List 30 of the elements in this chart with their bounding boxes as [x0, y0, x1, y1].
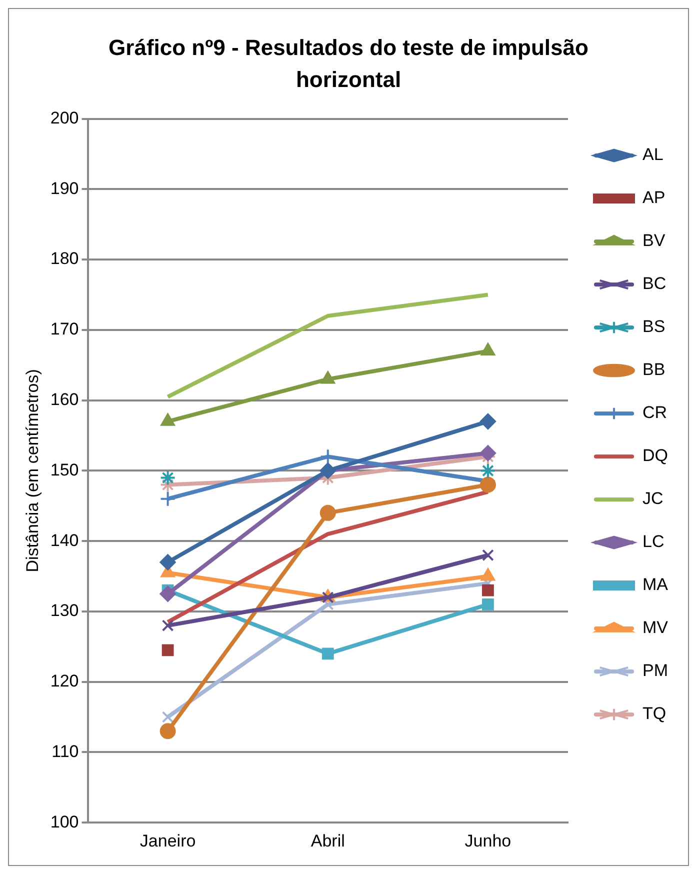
legend-label: MV	[642, 618, 669, 638]
y-tick-label: 100	[50, 812, 79, 832]
legend-label: LC	[642, 532, 664, 552]
y-tick-label: 190	[50, 178, 79, 198]
y-tick-label: 170	[50, 320, 79, 339]
y-tick-label: 150	[50, 460, 79, 480]
legend-label: BC	[642, 274, 666, 294]
x-tick-label: Abril	[310, 831, 345, 850]
legend-label: BS	[642, 317, 666, 336]
x-tick-label: Junho	[464, 831, 512, 850]
y-tick-label: 140	[50, 530, 79, 550]
legend-label: BB	[642, 360, 666, 380]
legend-label: AP	[642, 188, 666, 208]
legend-label: PM	[642, 661, 668, 680]
y-axis-title: Distância (em centímetros)	[22, 369, 42, 572]
x-tick-label: Janeiro	[140, 831, 196, 850]
legend-label: CR	[642, 403, 668, 422]
y-tick-label: 180	[50, 249, 79, 268]
legend-label: DQ	[642, 446, 668, 466]
y-tick-label: 160	[50, 390, 79, 410]
legend-label: JC	[642, 489, 664, 508]
chart-title: Gráfico nº9 - Resultados do teste de impulsão horizontal	[108, 35, 588, 92]
y-tick-label: 120	[50, 672, 79, 691]
legend-label: AL	[642, 145, 664, 164]
legend-label: TQ	[642, 704, 666, 724]
legend-label: BV	[642, 231, 666, 250]
legend-label: MA	[642, 575, 669, 594]
y-tick-label: 200	[50, 108, 79, 128]
y-tick-label: 130	[50, 601, 79, 620]
y-tick-label: 110	[52, 742, 79, 761]
